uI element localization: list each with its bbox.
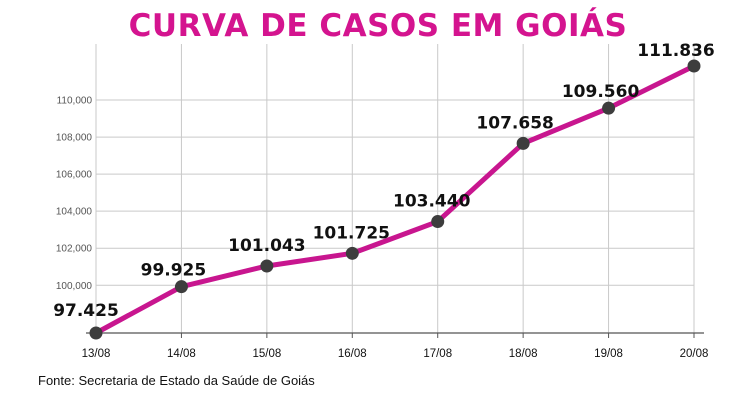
series-line [93, 63, 697, 336]
x-tick-label: 19/08 [594, 348, 623, 360]
source-note: Fonte: Secretaria de Estado da Saúde de … [38, 373, 315, 388]
data-point [89, 326, 103, 340]
grid-lines [95, 44, 695, 333]
axes [86, 332, 704, 338]
data-points [89, 59, 701, 340]
data-point [431, 215, 445, 229]
x-tick-label: 20/08 [680, 348, 709, 360]
x-tick-label: 13/08 [82, 348, 111, 360]
series-line-casos [93, 63, 697, 336]
x-tick-labels: 13/08 14/08 15/08 16/08 17/08 18/08 19/08 20/08 [82, 348, 709, 360]
data-label: 101.043 [228, 236, 305, 256]
data-label: 99.925 [141, 261, 207, 281]
x-tick-label: 18/08 [509, 348, 538, 360]
data-label: 101.725 [313, 223, 390, 243]
x-tick-label: 15/08 [252, 348, 281, 360]
x-tick-label: 17/08 [423, 348, 452, 360]
data-label: 109.560 [562, 82, 640, 102]
data-point [174, 280, 188, 294]
x-tick-label: 14/08 [167, 348, 196, 360]
y-tick-label: 108,000 [56, 133, 93, 144]
y-tick-label: 100,000 [56, 281, 93, 292]
y-tick-label: 102,000 [56, 244, 93, 255]
y-tick-label: 110,000 [57, 96, 93, 107]
data-label: 97.425 [53, 301, 119, 321]
data-point [260, 259, 274, 273]
data-label: 111.836 [637, 41, 714, 61]
chart-title: CURVA DE CASOS EM GOIÁS [128, 8, 628, 44]
data-label: 107.658 [476, 113, 553, 133]
y-tick-label: 104,000 [56, 207, 93, 218]
data-point [602, 101, 616, 115]
y-tick-label: 106,000 [56, 170, 93, 181]
data-point [345, 246, 359, 260]
data-point [687, 59, 701, 73]
y-tick-labels: 100,000 102,000 104,000 106,000 108,000 110,0… [56, 96, 93, 292]
x-tick-label: 16/08 [338, 348, 367, 360]
data-point [516, 136, 530, 150]
data-label: 103.440 [393, 192, 471, 212]
